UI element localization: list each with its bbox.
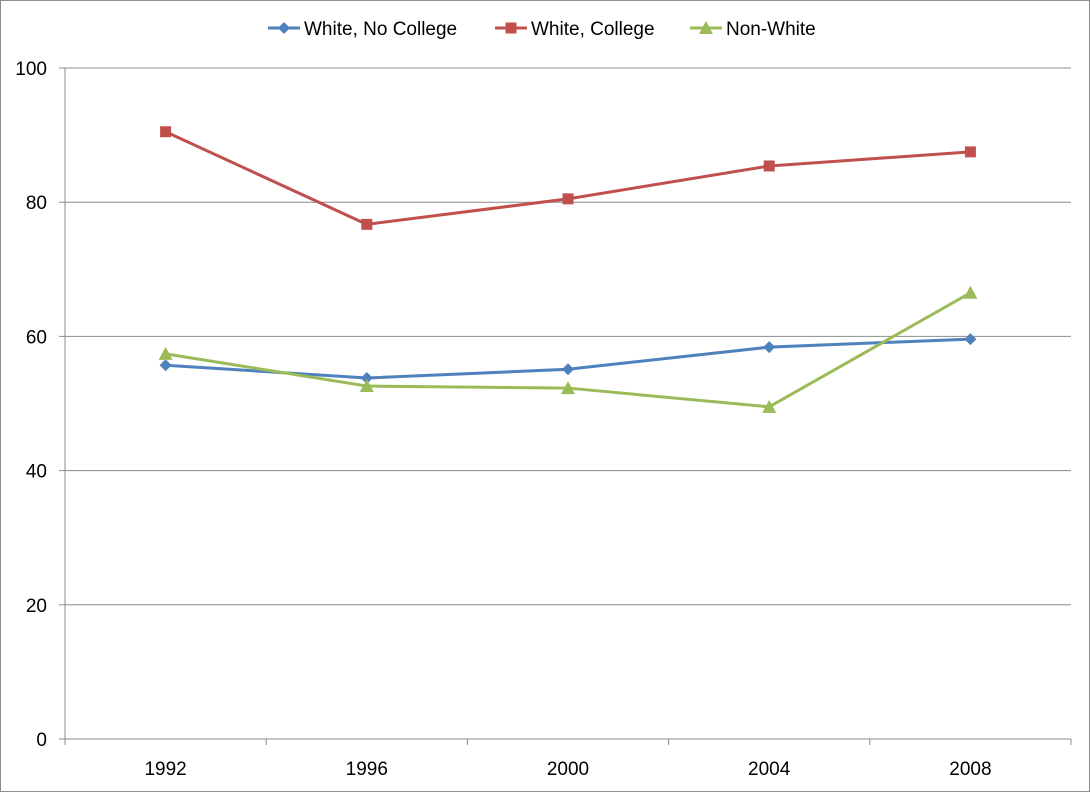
x-tick-label: 2000	[547, 759, 589, 780]
data-point	[763, 160, 775, 172]
legend-marker	[278, 22, 290, 34]
legend-entry: White, College	[495, 19, 655, 40]
x-tick-label: 1996	[346, 759, 388, 780]
data-point	[963, 285, 978, 299]
legend-label: White, No College	[304, 19, 457, 40]
y-tick-label: 100	[15, 59, 47, 80]
data-point	[763, 341, 776, 354]
series-2	[158, 285, 978, 413]
legend-marker	[699, 21, 713, 34]
data-point	[762, 399, 777, 413]
y-tick-label: 0	[36, 730, 47, 751]
series-group	[158, 126, 978, 413]
legend-label: White, College	[531, 19, 655, 40]
y-tick-label: 80	[26, 193, 47, 214]
legend-entry: Non-White	[690, 19, 816, 40]
data-point	[964, 146, 976, 158]
x-tick-label: 2008	[949, 759, 991, 780]
legend-marker	[505, 22, 517, 34]
legend-entry: White, No College	[268, 19, 457, 40]
data-point	[561, 381, 575, 395]
y-tick-label: 20	[26, 596, 47, 617]
x-axis-ticks: 1992 1996 2000 2004 2008	[64, 739, 1072, 780]
data-point	[159, 359, 172, 372]
data-point	[562, 193, 574, 205]
y-tick-label: 60	[26, 327, 47, 348]
data-point	[359, 379, 374, 393]
data-point	[964, 333, 977, 346]
x-tick-label: 1992	[144, 759, 186, 780]
series-line	[164, 130, 971, 226]
series-0	[159, 333, 977, 385]
x-tick-label: 2004	[748, 759, 791, 780]
y-tick-label: 40	[26, 462, 47, 483]
gridlines	[65, 67, 1071, 606]
series-1	[160, 126, 976, 230]
data-point	[562, 363, 574, 376]
data-point	[361, 218, 373, 230]
legend-label: Non-White	[726, 19, 816, 40]
data-point	[158, 346, 173, 360]
data-point	[360, 372, 373, 385]
y-axis-ticks: 0 20 40 60 80 100	[15, 59, 65, 751]
axes	[64, 68, 1071, 740]
legend: White, No College White, College Non-White	[268, 19, 816, 40]
data-point	[160, 126, 172, 138]
